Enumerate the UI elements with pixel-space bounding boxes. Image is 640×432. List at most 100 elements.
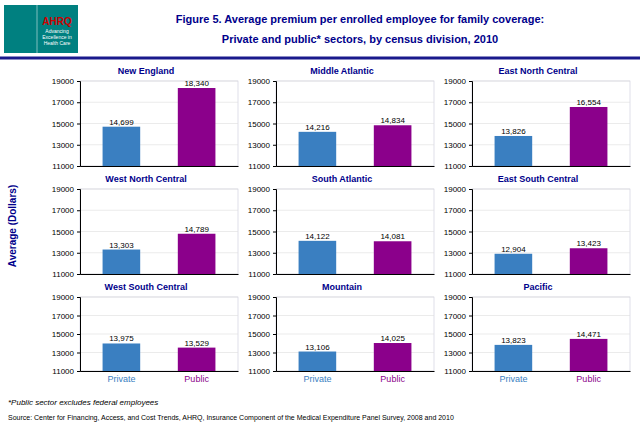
- grid-line: [472, 189, 630, 190]
- logo-subtext: Health Care: [44, 40, 71, 46]
- panel: 13,82314,4711100013000150001700019000Pri…: [444, 293, 631, 384]
- y-tick-mark: [273, 334, 276, 335]
- y-tick: 17000: [444, 206, 472, 215]
- y-tick-label: 17000: [52, 312, 75, 321]
- plot-area: [472, 189, 630, 274]
- grid-line: [472, 297, 630, 298]
- panel-title: Mountain: [322, 282, 362, 292]
- y-tick-mark: [469, 124, 472, 125]
- y-tick-label: 11000: [52, 162, 74, 171]
- x-tick-label: Public: [184, 374, 209, 384]
- y-axis-title: Average (Dollars): [7, 185, 18, 267]
- header-rule: [0, 57, 640, 60]
- y-tick-label: 17000: [248, 312, 271, 321]
- y-tick-mark: [273, 124, 276, 125]
- bar: [374, 125, 412, 166]
- axis-line: [469, 190, 473, 275]
- bar: [178, 88, 216, 166]
- axis-line: [273, 298, 277, 372]
- y-tick-mark: [469, 210, 472, 211]
- panel: 13,30314,7891100013000150001700019000: [52, 185, 239, 279]
- y-tick-mark: [469, 353, 472, 354]
- y-tick-mark: [273, 232, 276, 233]
- y-tick-label: 13000: [52, 249, 75, 258]
- y-tick-label: 11000: [444, 270, 466, 279]
- data-label: 14,789: [184, 225, 209, 234]
- axis-line: [77, 190, 81, 275]
- axis-line: [469, 82, 473, 167]
- y-tick-mark: [469, 334, 472, 335]
- bar: [495, 136, 533, 166]
- y-tick-mark: [469, 274, 472, 275]
- y-tick-mark: [77, 210, 80, 211]
- y-tick: 13000: [248, 249, 276, 258]
- x-tick-label: Private: [303, 374, 331, 384]
- y-tick: 11000: [52, 270, 80, 279]
- y-axis: 1100013000150001700019000: [444, 185, 473, 279]
- grid: [276, 189, 434, 274]
- y-tick: 13000: [52, 249, 80, 258]
- y-tick-label: 13000: [444, 349, 467, 358]
- y-tick: 17000: [52, 206, 80, 215]
- y-tick-mark: [77, 102, 80, 103]
- data-label: 13,106: [305, 343, 330, 352]
- y-tick: 11000: [444, 270, 472, 279]
- y-tick-label: 11000: [444, 367, 466, 376]
- axis-line: [77, 298, 81, 372]
- data-label: 13,529: [184, 339, 209, 348]
- y-tick: 17000: [248, 98, 276, 107]
- y-tick: 19000: [444, 293, 472, 302]
- y-tick-label: 19000: [52, 77, 75, 86]
- bar: [103, 343, 141, 371]
- x-axis: PrivatePublic: [473, 372, 631, 385]
- grid-line: [80, 297, 238, 298]
- grid-line: [276, 297, 434, 298]
- y-tick: 19000: [52, 293, 80, 302]
- bar: [570, 248, 608, 274]
- y-tick: 15000: [248, 330, 276, 339]
- axis-line: [277, 371, 435, 372]
- data-label: 14,122: [305, 232, 330, 241]
- grid-line: [80, 231, 238, 232]
- x-axis: [277, 166, 435, 167]
- y-tick-mark: [77, 334, 80, 335]
- bar: [570, 107, 608, 166]
- bars: [299, 343, 412, 371]
- y-tick-label: 11000: [52, 367, 74, 376]
- plot-area: [276, 189, 434, 274]
- panel: 12,90413,4231100013000150001700019000: [444, 185, 631, 279]
- y-tick-mark: [273, 189, 276, 190]
- grid-line: [80, 81, 238, 82]
- y-tick: 15000: [248, 228, 276, 237]
- data-labels: 13,82616,554: [501, 98, 601, 136]
- y-tick: 17000: [248, 206, 276, 215]
- y-tick: 11000: [248, 367, 276, 376]
- bars: [299, 241, 412, 274]
- x-tick: Public: [184, 374, 209, 384]
- y-tick-label: 11000: [52, 270, 74, 279]
- axis-line: [81, 166, 239, 167]
- grid: [80, 81, 238, 166]
- grid-line: [472, 102, 630, 103]
- data-label: 14,834: [380, 116, 405, 125]
- y-tick: 15000: [444, 330, 472, 339]
- bar: [103, 250, 141, 274]
- y-tick-label: 19000: [444, 185, 467, 194]
- y-tick: 17000: [444, 98, 472, 107]
- y-tick-label: 13000: [248, 141, 271, 150]
- y-tick-mark: [77, 253, 80, 254]
- data-labels: 12,90413,423: [501, 239, 601, 254]
- logo-box: [4, 5, 78, 53]
- y-tick-mark: [273, 297, 276, 298]
- axis-line: [273, 82, 277, 167]
- x-tick-label: Public: [576, 374, 601, 384]
- y-axis: 1100013000150001700019000: [444, 77, 473, 171]
- y-tick: 19000: [248, 185, 276, 194]
- y-tick: 17000: [52, 98, 80, 107]
- y-tick: 11000: [52, 367, 80, 376]
- y-tick: 19000: [52, 77, 80, 86]
- y-tick-mark: [77, 124, 80, 125]
- grid-line: [276, 81, 434, 82]
- y-tick-mark: [469, 232, 472, 233]
- axis-line: [473, 166, 631, 167]
